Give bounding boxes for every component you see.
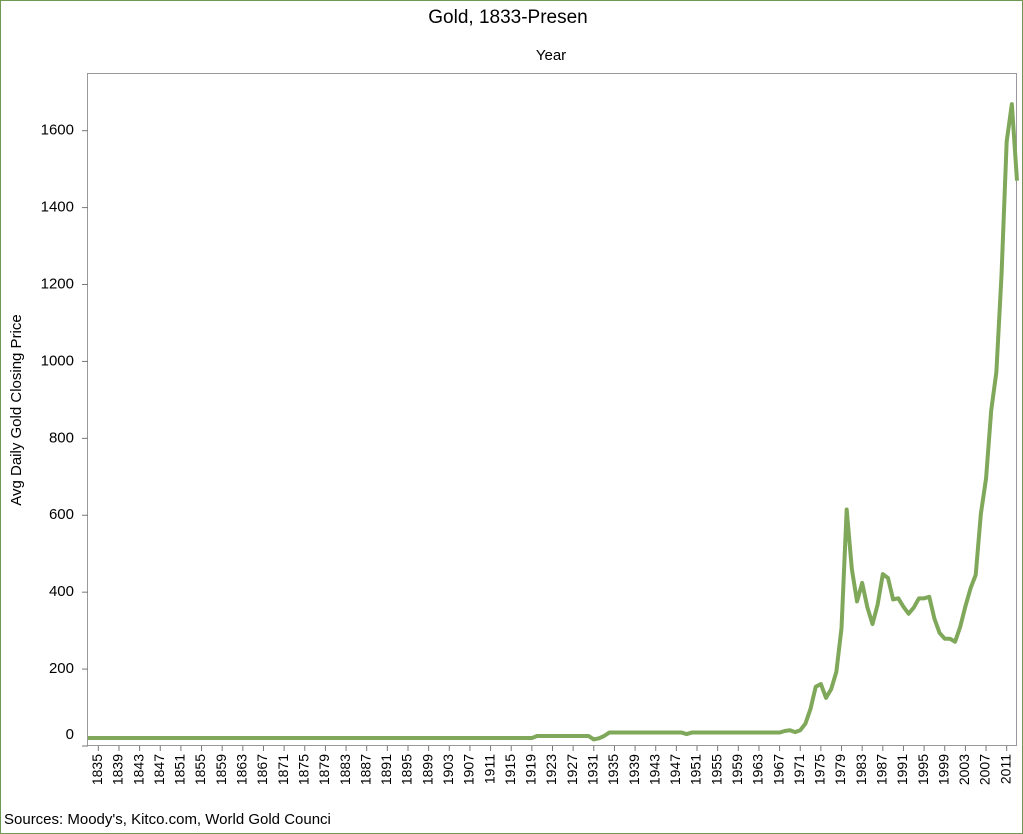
x-tick-label: 1871 (275, 754, 291, 785)
x-tick-label: 1935 (605, 754, 621, 785)
x-tick-label: 1999 (935, 754, 951, 785)
x-tick-label: 1891 (378, 754, 394, 785)
y-tick-label: 1400 (41, 199, 74, 216)
x-tick-label: 2003 (956, 754, 972, 785)
y-tick-label: 1600 (41, 122, 74, 139)
x-tick-label: 1971 (791, 754, 807, 785)
x-tick-label: 1895 (399, 754, 415, 785)
x-tick-label: 1835 (89, 754, 105, 785)
source-note: Sources: Moody's, Kitco.com, World Gold … (4, 811, 331, 828)
x-tick-label: 1847 (151, 754, 167, 785)
x-tick-label: 1859 (213, 754, 229, 785)
x-tick-label: 1931 (584, 754, 600, 785)
x-tick-label: 1899 (419, 754, 435, 785)
price-line (88, 102, 1019, 742)
y-tick-label: 600 (49, 506, 74, 523)
x-tick-label: 1967 (770, 754, 786, 785)
x-tick-label: 1887 (357, 754, 373, 785)
y-tick-label: 400 (49, 583, 74, 600)
y-tick-label: 1000 (41, 352, 74, 369)
x-tick-label: 1879 (316, 754, 332, 785)
x-tick-label: 1875 (295, 754, 311, 785)
y-tick-label: 800 (49, 429, 74, 446)
y-tick-label: 200 (49, 660, 74, 677)
x-tick-label: 1923 (543, 754, 559, 785)
x-tick-label: 1979 (832, 754, 848, 785)
x-tick-label: 1883 (337, 754, 353, 785)
x-tick-label: 1907 (461, 754, 477, 785)
x-tick-label: 1951 (688, 754, 704, 785)
x-tick-label: 1903 (440, 754, 456, 785)
x-tick-label: 1987 (874, 754, 890, 785)
chart-title: Gold, 1833-Presen (428, 7, 588, 28)
x-tick-label: 1867 (254, 754, 270, 785)
x-tick-label: 1927 (564, 754, 580, 785)
y-tick-label: 0 (66, 726, 74, 743)
x-tick-label: 1975 (812, 754, 828, 785)
x-tick-label: 1947 (667, 754, 683, 785)
x-tick-label: 1959 (729, 754, 745, 785)
x-tick-label: 1963 (750, 754, 766, 785)
x-tick-label: 1839 (110, 754, 126, 785)
x-tick-label: 1911 (481, 754, 497, 784)
x-tick-label: 1863 (234, 754, 250, 785)
x-tick-label: 1939 (626, 754, 642, 785)
y-axis-label: Avg Daily Gold Closing Price (8, 314, 25, 505)
x-tick-label: 1943 (646, 754, 662, 785)
y-tick-label: 1200 (41, 275, 74, 292)
x-tick-label: 1855 (192, 754, 208, 785)
x-tick-label: 1955 (708, 754, 724, 785)
plot-frame (87, 73, 1017, 746)
x-tick-label: 1851 (172, 754, 188, 785)
x-tick-label: 2011 (997, 754, 1013, 784)
x-tick-label: 1983 (853, 754, 869, 785)
x-axis-label: Year (536, 47, 566, 64)
x-tick-label: 1991 (894, 754, 910, 785)
x-tick-label: 1919 (523, 754, 539, 785)
x-tick-label: 1995 (915, 754, 931, 785)
x-tick-label: 1843 (130, 754, 146, 785)
x-tick-label: 1915 (502, 754, 518, 785)
x-tick-label: 2007 (977, 754, 993, 785)
